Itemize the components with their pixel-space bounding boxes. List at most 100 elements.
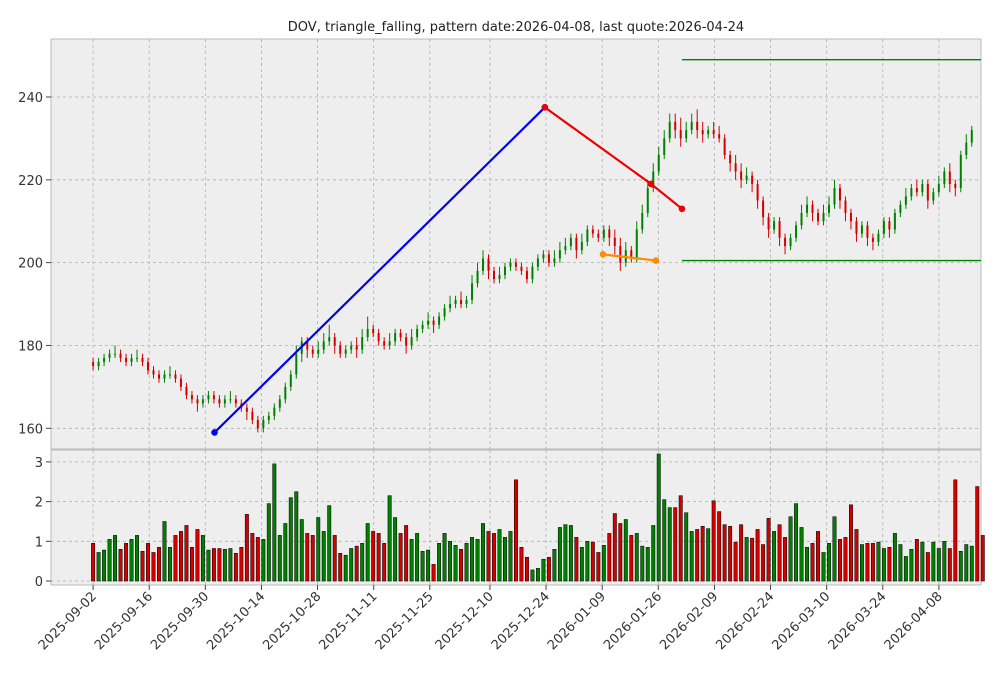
volume-bar xyxy=(750,537,755,582)
pattern-point xyxy=(599,251,607,258)
candle-body xyxy=(635,229,638,259)
candle-body xyxy=(926,183,929,201)
candle-body xyxy=(729,154,732,164)
volume-bar xyxy=(431,564,436,582)
volume-bar xyxy=(365,523,370,582)
candle-body xyxy=(745,175,748,180)
volume-bar xyxy=(805,547,809,582)
volume-bar xyxy=(601,545,606,582)
volume-bar xyxy=(535,568,540,582)
candle-body xyxy=(152,370,155,375)
volume-bar xyxy=(656,453,661,582)
candle-body xyxy=(520,266,523,271)
volume-bar xyxy=(722,524,727,582)
volume-bar xyxy=(832,516,837,582)
price-y-tick-label: 200 xyxy=(18,257,43,272)
volume-bar xyxy=(146,543,150,582)
volume-bar xyxy=(596,552,601,582)
volume-bar xyxy=(332,535,337,582)
x-tick-label: 2025-12-24 xyxy=(489,589,553,653)
candle-body xyxy=(207,395,210,400)
volume-bar xyxy=(387,495,392,582)
candle-body xyxy=(575,237,578,251)
x-tick-label: 2026-04-08 xyxy=(882,589,946,653)
volume-bar xyxy=(645,547,650,582)
candle-body xyxy=(718,134,721,139)
candle-body xyxy=(289,374,292,387)
candle-body xyxy=(471,283,474,300)
candle-body xyxy=(756,183,759,201)
volume-bar xyxy=(316,517,321,582)
volume-bar xyxy=(706,528,711,582)
candle-body xyxy=(328,337,331,342)
candle-body xyxy=(663,138,666,155)
volume-bar xyxy=(640,545,645,582)
volume-bar xyxy=(568,525,573,582)
candle-body xyxy=(630,250,633,259)
volume-bar xyxy=(865,543,870,582)
candle-body xyxy=(690,121,693,131)
candle-body xyxy=(460,299,463,305)
volume-bar xyxy=(266,503,271,582)
chart-title: DOV, triangle_falling, pattern date:2026… xyxy=(288,20,744,35)
volume-bar xyxy=(772,531,777,582)
candle-body xyxy=(871,237,874,242)
candle-body xyxy=(410,337,413,346)
candle-body xyxy=(322,341,325,350)
volume-bar xyxy=(299,519,304,582)
volume-bar xyxy=(969,545,974,582)
volume-bar xyxy=(909,549,914,582)
price-y-ticks: 160 180 200 220 240 xyxy=(18,91,51,437)
candle-body xyxy=(114,353,117,355)
candle-body xyxy=(602,229,605,238)
candle-body xyxy=(948,171,951,184)
candle-body xyxy=(849,212,852,222)
volume-bar xyxy=(585,541,590,582)
x-tick-label: 2025-09-16 xyxy=(92,589,156,653)
candle-body xyxy=(361,337,364,350)
candle-body xyxy=(432,320,435,325)
candle-body xyxy=(547,254,550,263)
volume-bar xyxy=(475,539,480,582)
volume-bar xyxy=(651,525,656,582)
candle-body xyxy=(119,353,122,358)
volume-bar xyxy=(892,533,897,582)
candle-body xyxy=(701,130,704,135)
volume-bar xyxy=(162,521,167,582)
volume-bar xyxy=(233,552,238,582)
volume-bar xyxy=(255,537,260,582)
candle-body xyxy=(498,275,501,280)
volume-bar xyxy=(788,516,793,582)
volume-bar xyxy=(700,525,705,582)
candle-body xyxy=(223,399,226,404)
volume-bar xyxy=(903,556,908,582)
x-ticks: 2025-09-022025-09-162025-09-302025-10-14… xyxy=(36,585,946,653)
candle-body xyxy=(179,378,182,387)
candle-body xyxy=(679,130,682,139)
volume-bar xyxy=(964,544,969,582)
volume-bar xyxy=(541,558,546,582)
volume-bar xyxy=(925,552,930,582)
x-tick-label: 2026-03-10 xyxy=(769,589,833,653)
volume-y-tick-label: 2 xyxy=(35,496,43,511)
volume-bar xyxy=(113,535,118,582)
candle-body xyxy=(251,411,254,421)
candle-body xyxy=(734,163,737,172)
candle-body xyxy=(394,333,397,342)
volume-bar xyxy=(936,548,941,582)
volume-bar xyxy=(838,539,842,582)
volume-bar xyxy=(684,512,689,582)
volume-bar xyxy=(354,545,359,582)
candle-body xyxy=(284,386,287,400)
candle-body xyxy=(553,258,556,263)
candle-body xyxy=(641,212,644,230)
candle-body xyxy=(383,341,386,346)
candle-body xyxy=(569,237,572,247)
x-tick-label: 2025-12-10 xyxy=(433,589,497,653)
volume-bar xyxy=(140,551,145,582)
volume-bar xyxy=(206,549,211,582)
candle-body xyxy=(795,225,798,238)
candle-body xyxy=(487,258,490,271)
volume-bar xyxy=(360,543,365,582)
